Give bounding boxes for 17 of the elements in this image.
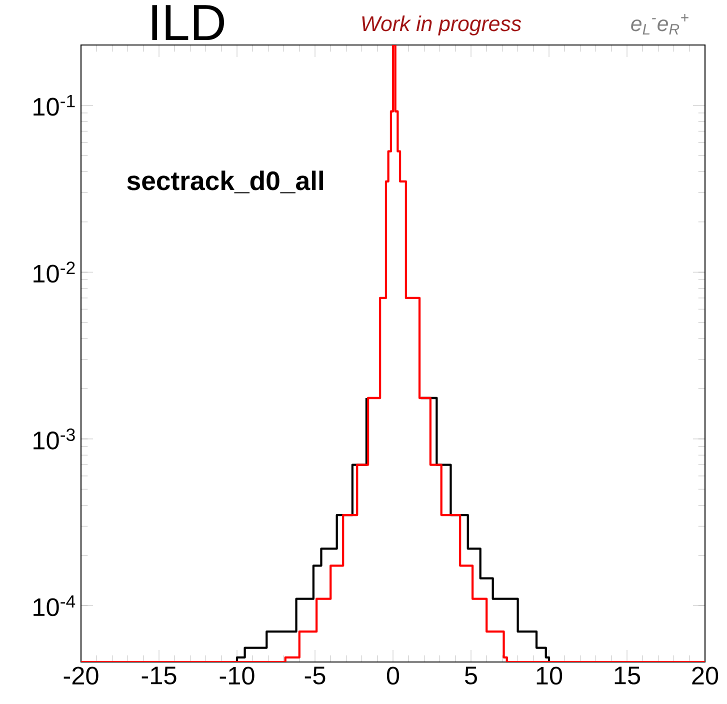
annotation: sectrack_d0_all xyxy=(127,170,324,194)
x-tick-label: -20 xyxy=(64,666,98,685)
x-tick-label: 20 xyxy=(692,666,718,685)
y-tick-label: 10$^{-4}$ xyxy=(34,595,76,616)
x-tick-label: 0 xyxy=(386,666,400,685)
text: e$_{L}$$^{-}$e$_{R}$+ xyxy=(631,14,688,34)
x-tick-label: 15 xyxy=(614,666,640,684)
x-tick-label: 5 xyxy=(464,666,477,684)
y-tick-label: 10$^{-3}$ xyxy=(34,428,75,450)
x-tick-label: 10 xyxy=(536,666,562,685)
chart-title: ILD xyxy=(152,5,224,40)
y-tick-label: 10$^{-1}$ xyxy=(34,94,75,116)
x-tick-label: -10 xyxy=(220,666,254,685)
x-tick-label: -5 xyxy=(304,666,326,684)
y-tick-label: 10$^{-2}$ xyxy=(34,262,75,283)
text: Work in progress xyxy=(362,16,522,36)
x-tick-label: -15 xyxy=(142,666,176,684)
